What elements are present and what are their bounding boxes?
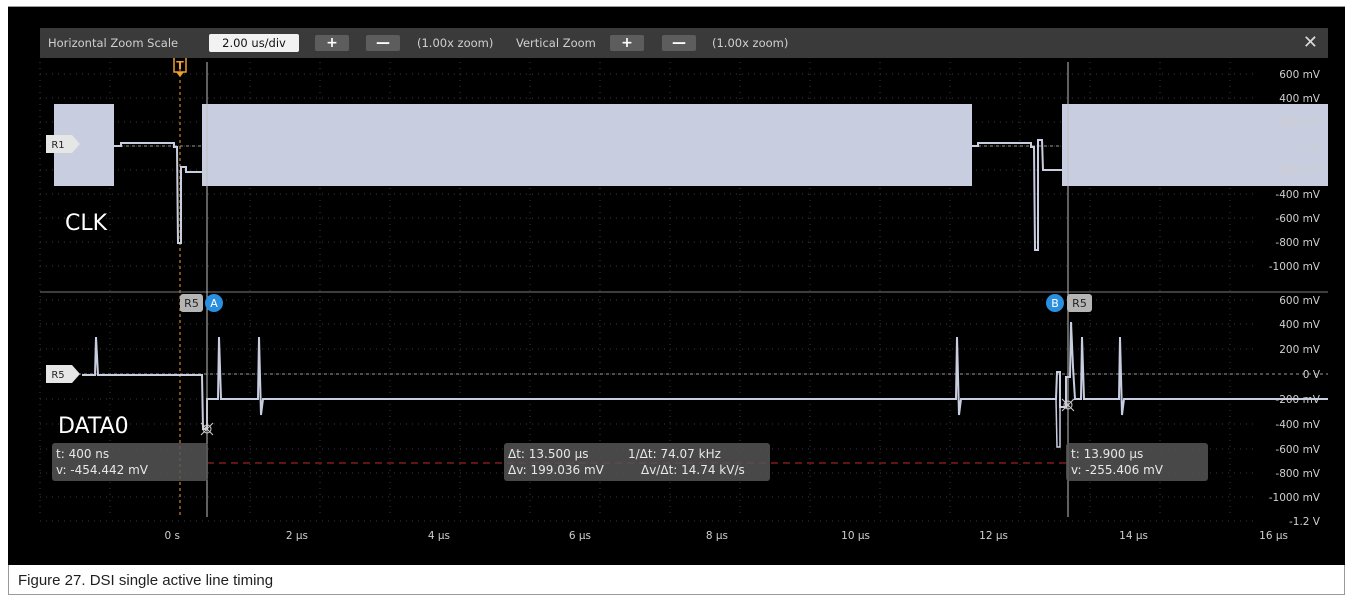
data0-axis-label: 0 V xyxy=(1303,369,1321,381)
data0-axis-label: -1.2 V xyxy=(1289,516,1321,528)
delta-readout: Δt: 13.500 µs 1/Δt: 74.07 kHz Δv: 199.03… xyxy=(504,443,770,481)
data0-channel-name: DATA0 xyxy=(58,414,129,439)
clk-axis-label: 200 mV xyxy=(1279,117,1321,129)
cursor-b-time: t: 13.900 µs xyxy=(1071,447,1143,461)
vertical-zoom-in-button[interactable]: + xyxy=(610,35,644,51)
cursor-b-readout: t: 13.900 µs v: -255.406 mV xyxy=(1066,443,1208,481)
horizontal-zoom-input[interactable]: 2.00 us/div xyxy=(209,34,299,52)
cursor-a-readout: t: 400 ns v: -454.442 mV xyxy=(52,443,208,481)
clk-lp-segment-1 xyxy=(114,142,202,244)
clk-axis-label: -800 mV xyxy=(1275,237,1320,249)
data0-axis-label: -200 mV xyxy=(1275,394,1320,406)
delta-t: Δt: 13.500 µs xyxy=(508,447,588,461)
data0-axis-label: -400 mV xyxy=(1275,419,1320,431)
data0-axis-label: -600 mV xyxy=(1275,444,1320,456)
time-axis-label: 12 µs xyxy=(979,530,1008,542)
time-axis-label: 4 µs xyxy=(428,530,450,542)
time-axis-label: 10 µs xyxy=(841,530,870,542)
time-axis-label: 14 µs xyxy=(1119,530,1148,542)
vertical-zoom-factor: (1.00x zoom) xyxy=(712,36,789,50)
time-axis-label: 8 µs xyxy=(706,530,728,542)
horizontal-zoom-in-button[interactable]: + xyxy=(315,35,349,51)
figure-caption: Figure 27. DSI single active line timing xyxy=(18,572,274,589)
svg-text:R5: R5 xyxy=(184,297,199,310)
cursor-a-crosshair xyxy=(200,422,214,436)
cursor-a-time: t: 400 ns xyxy=(56,447,109,461)
cursor-b-crosshair xyxy=(1061,398,1075,412)
cursor-a-ref-badge[interactable]: R5 xyxy=(180,294,203,312)
clk-axis-label: 600 mV xyxy=(1279,69,1321,81)
clk-burst-3 xyxy=(1062,104,1328,186)
delta-v: Δv: 199.036 mV xyxy=(508,463,605,477)
data0-axis-label: 200 mV xyxy=(1279,344,1321,356)
clk-axis-label: -600 mV xyxy=(1275,213,1320,225)
clk-axis-label: -1000 mV xyxy=(1269,261,1321,273)
clk-burst-2 xyxy=(202,104,972,186)
cursor-a-voltage: v: -454.442 mV xyxy=(56,463,149,477)
time-axis-label: 0 s xyxy=(165,530,181,542)
clk-trace xyxy=(54,104,1328,251)
close-icon[interactable]: ✕ xyxy=(1302,32,1318,53)
clk-channel-badge[interactable]: R1 xyxy=(46,135,80,153)
svg-text:B: B xyxy=(1051,297,1059,310)
clk-axis-label: -200 mV xyxy=(1275,165,1320,177)
clk-axis-label: 0 V xyxy=(1303,141,1321,153)
vertical-zoom-label: Vertical Zoom xyxy=(516,36,596,50)
svg-text:A: A xyxy=(210,297,218,310)
cursor-b-ref-badge[interactable]: R5 xyxy=(1067,294,1092,312)
waveform-plot: T xyxy=(39,51,1328,542)
clk-axis-label: 400 mV xyxy=(1279,93,1321,105)
inverse-delta-t: 1/Δt: 74.07 kHz xyxy=(628,447,721,461)
data0-trace xyxy=(82,321,1328,448)
oscilloscope-display: T xyxy=(8,7,1345,565)
zoom-toolbar: Horizontal Zoom Scale 2.00 us/div + — (1… xyxy=(40,28,1328,58)
horizontal-zoom-factor: (1.00x zoom) xyxy=(417,36,494,50)
time-axis-label: 2 µs xyxy=(286,530,308,542)
vertical-zoom-out-button[interactable]: — xyxy=(662,35,696,51)
svg-text:R5: R5 xyxy=(51,370,64,381)
clk-channel-name: CLK xyxy=(65,211,108,236)
clk-axis-label: -400 mV xyxy=(1275,189,1320,201)
horizontal-zoom-out-button[interactable]: — xyxy=(366,35,400,51)
time-axis-label: 16 µs xyxy=(1259,530,1288,542)
data0-axis-label: 600 mV xyxy=(1279,295,1321,307)
cursor-b-voltage: v: -255.406 mV xyxy=(1071,463,1164,477)
data0-axis-label: -800 mV xyxy=(1275,468,1320,480)
data0-axis-label: -1000 mV xyxy=(1269,492,1321,504)
svg-text:R1: R1 xyxy=(51,140,64,151)
data0-channel-badge[interactable]: R5 xyxy=(46,365,80,383)
clk-lp-segment-2 xyxy=(972,139,1062,251)
cursor-b-badge[interactable]: B xyxy=(1046,294,1064,312)
cursor-a-badge[interactable]: A xyxy=(205,294,223,312)
delta-v-over-t: Δv/Δt: 14.74 kV/s xyxy=(641,463,745,477)
axis-labels: 600 mV 400 mV 200 mV 0 V -200 mV -400 mV -600 … xyxy=(165,69,1321,542)
svg-text:R5: R5 xyxy=(1072,297,1087,310)
data0-axis-label: 400 mV xyxy=(1279,319,1321,331)
trigger-marker-label: T xyxy=(176,59,184,72)
time-axis-label: 6 µs xyxy=(569,530,591,542)
horizontal-zoom-label: Horizontal Zoom Scale xyxy=(48,36,179,50)
